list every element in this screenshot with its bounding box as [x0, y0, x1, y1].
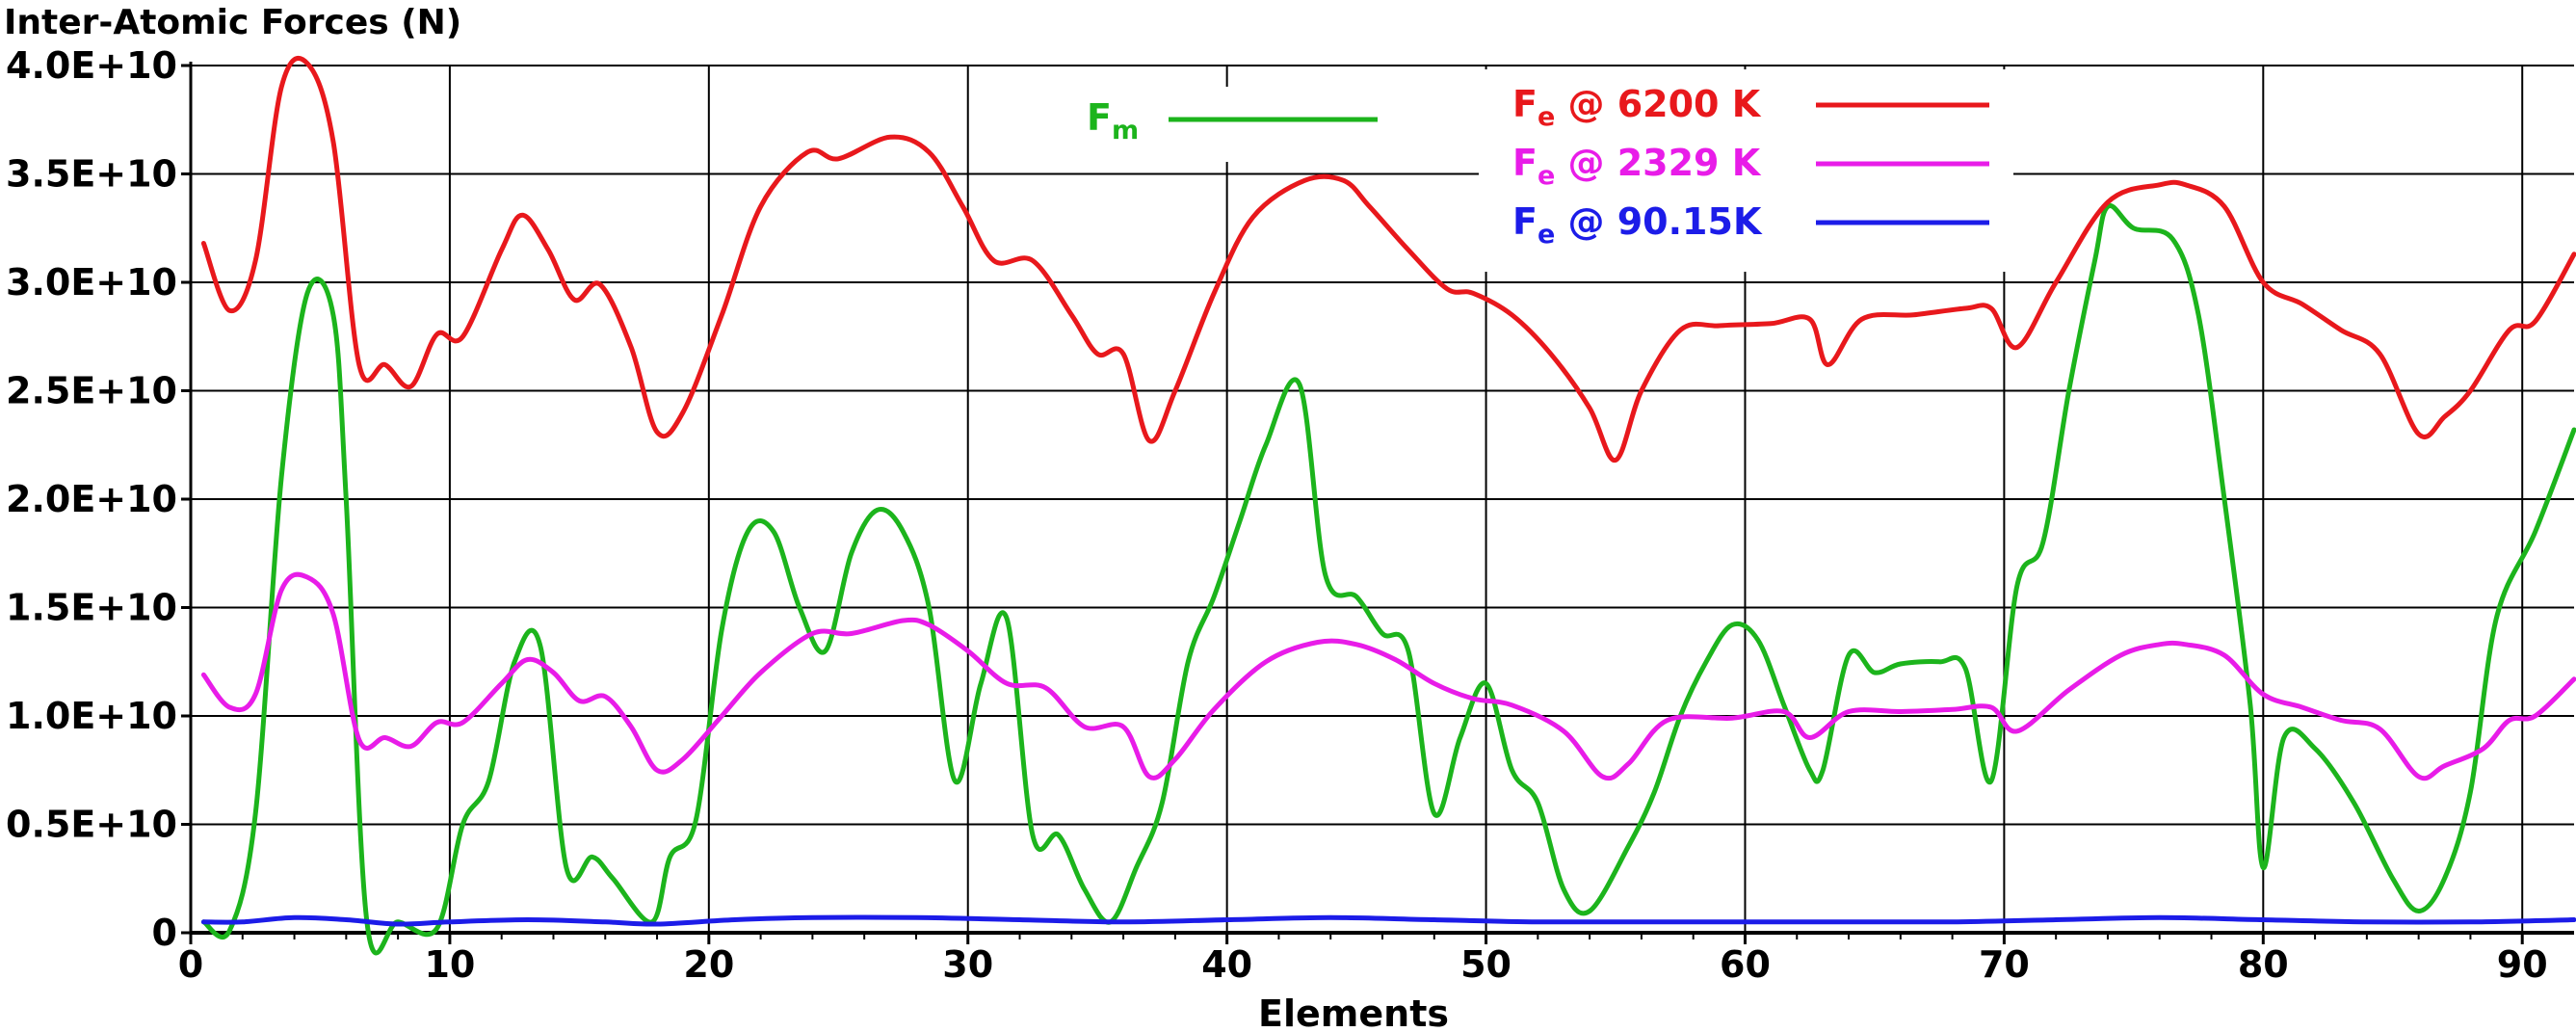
series-line-fe-6200-k [200, 56, 2576, 463]
series-line-fe-2329-k [200, 571, 2576, 781]
legend-label-fm: F [1087, 96, 1112, 139]
y-tick-label: 1.0E+10 [6, 695, 177, 737]
svg-text:Fe @ 2329 K: Fe @ 2329 K [1512, 142, 1762, 191]
x-tick-label: 50 [1460, 943, 1511, 986]
y-tick-label: 2.5E+10 [6, 370, 177, 412]
series-line-fm [200, 202, 2576, 956]
x-axis-label: Elements [1258, 992, 1449, 1032]
series-line-fe-90-15k [200, 914, 2576, 927]
x-tick-label: 70 [1979, 943, 2030, 986]
y-tick-labels: 0 0.5E+10 1.0E+10 1.5E+10 2.0E+10 2.5E+10 3.0E… [6, 44, 177, 954]
legend-entry-fe-6200: Fe @ 6200 K [1512, 83, 1989, 132]
x-tick-label: 90 [2497, 943, 2548, 986]
legend-entry-fm: Fm [1087, 96, 1378, 146]
axes [181, 62, 2574, 944]
svg-text:Fe @ 6200 K: Fe @ 6200 K [1512, 83, 1762, 132]
legend-entry-fe-90: Fe @ 90.15K [1512, 200, 1989, 250]
x-tick-label: 30 [942, 943, 993, 986]
grid [191, 65, 2574, 933]
y-tick-label: 0.5E+10 [6, 804, 177, 846]
svg-text:Fm: Fm [1087, 96, 1139, 146]
legend-entry-fe-2329: Fe @ 2329 K [1512, 142, 1989, 191]
x-tick-label: 0 [178, 943, 203, 986]
y-tick-label: 3.5E+10 [6, 153, 177, 196]
y-tick-label: 3.0E+10 [6, 261, 177, 304]
y-tick-label: 0 [152, 912, 177, 954]
x-tick-labels: 0 10 20 30 40 50 60 70 80 90 [178, 943, 2548, 986]
legend-label-fm-sub: m [1112, 116, 1139, 146]
x-tick-label: 40 [1201, 943, 1252, 986]
legend-fm-background [1065, 87, 1397, 162]
x-tick-label: 10 [424, 943, 475, 986]
series-lines [200, 56, 2576, 956]
x-tick-label: 80 [2238, 943, 2289, 986]
x-tick-label: 60 [1720, 943, 1771, 986]
svg-text:Fe @ 90.15K: Fe @ 90.15K [1512, 200, 1763, 250]
x-tick-label: 20 [683, 943, 734, 986]
y-tick-label: 4.0E+10 [6, 44, 177, 87]
chart-title: Inter-Atomic Forces (N) [4, 3, 461, 42]
y-tick-label: 1.5E+10 [6, 587, 177, 629]
y-tick-label: 2.0E+10 [6, 478, 177, 520]
